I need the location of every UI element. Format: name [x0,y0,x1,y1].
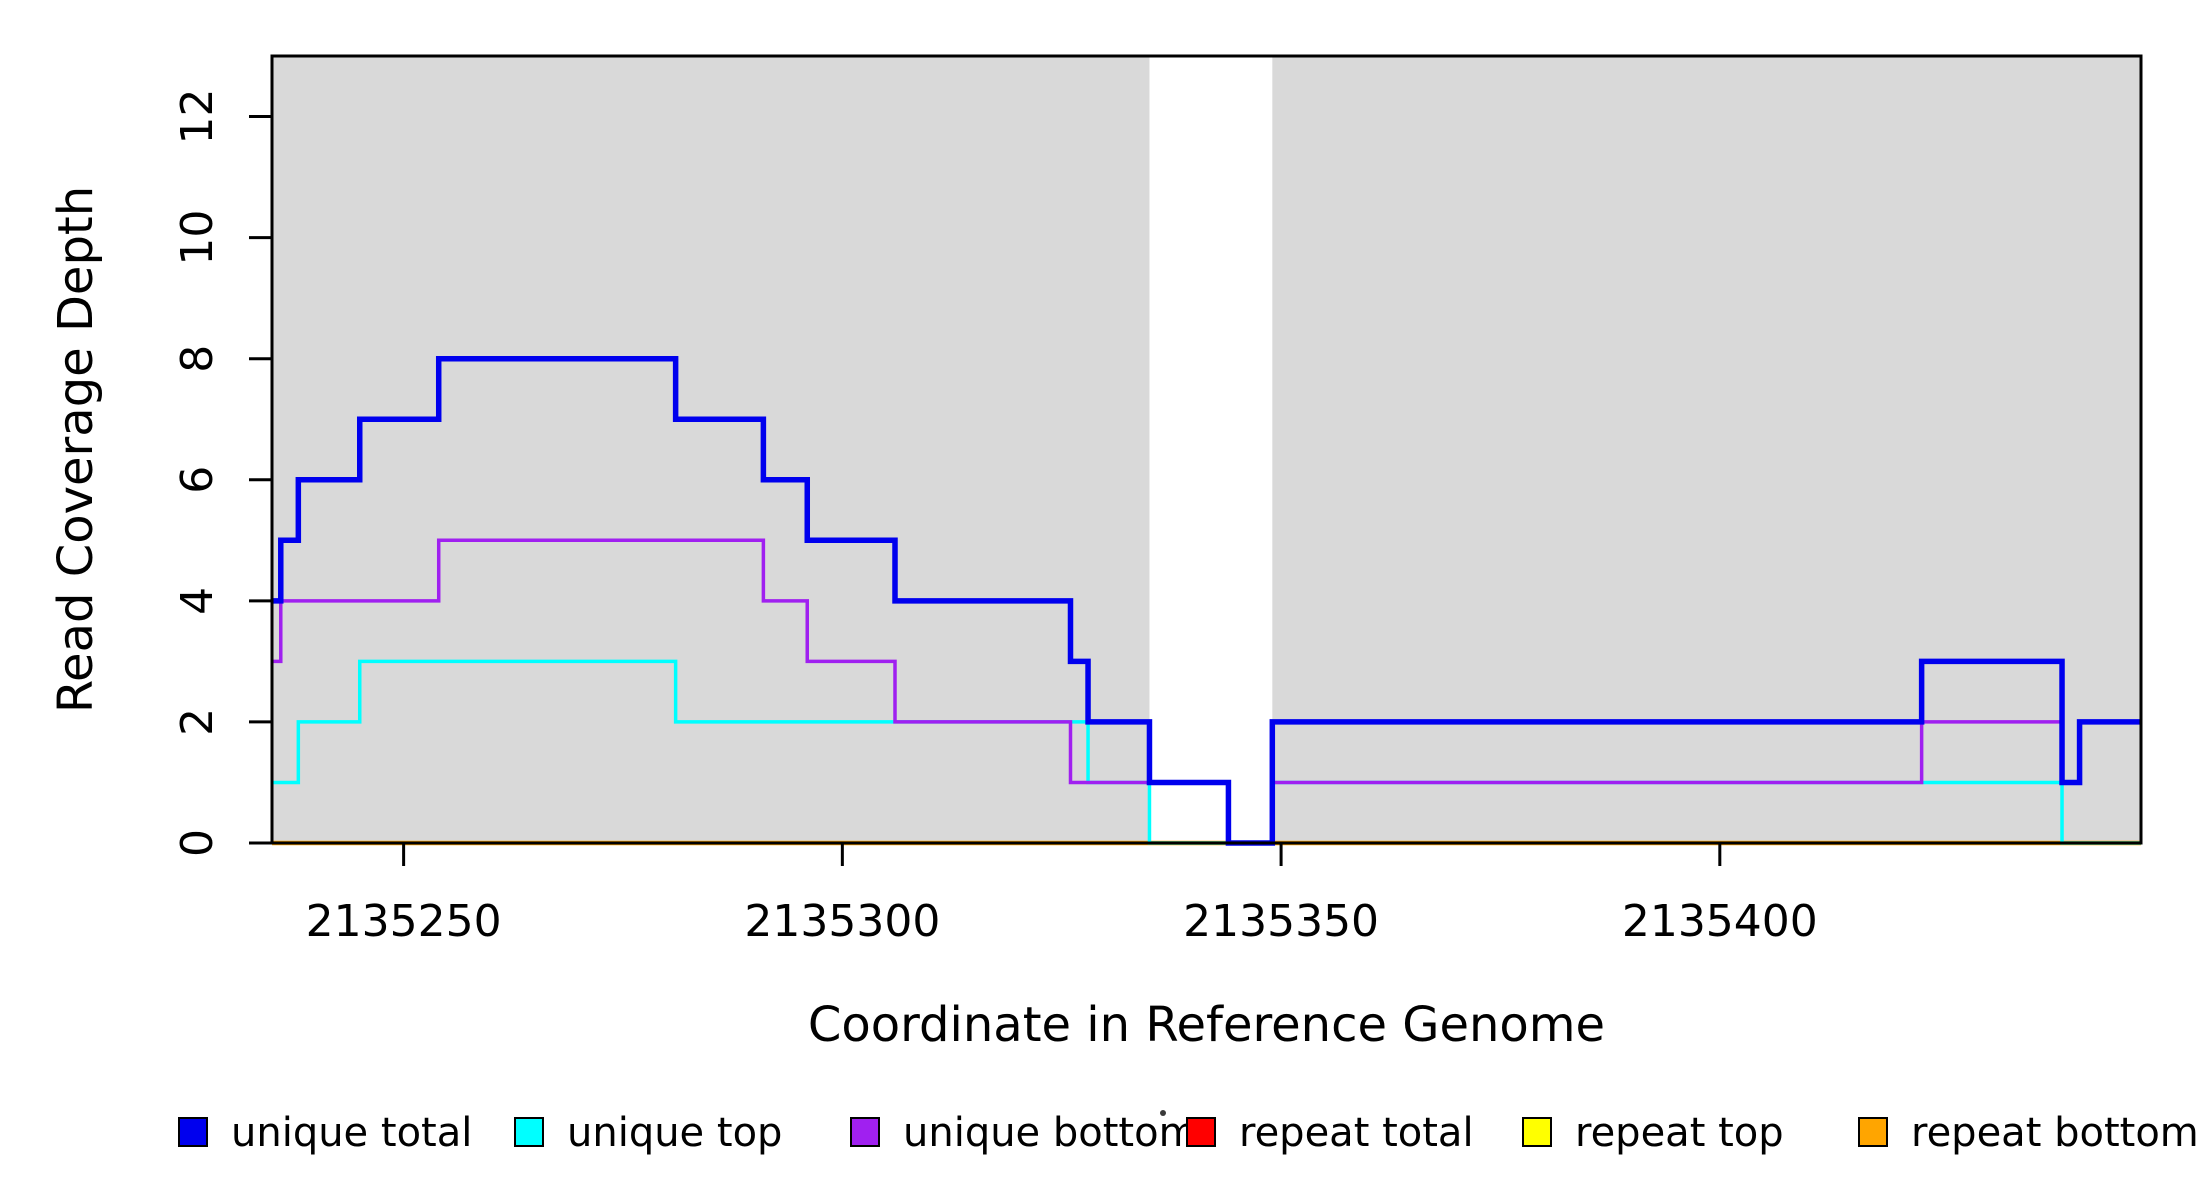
legend-swatch-repeat-top [1522,1117,1552,1147]
x-axis-title: Coordinate in Reference Genome [808,997,1605,1053]
legend-swatch-repeat-bottom [1858,1117,1888,1147]
legend-label-repeat-bottom: repeat bottom [1911,1110,2199,1156]
x-tick-label: 2135300 [744,896,940,947]
legend-label-unique-top: unique top [567,1110,782,1156]
y-tick-label: 0 [172,829,223,857]
y-tick-label: 4 [172,587,223,615]
legend-label-unique-total: unique total [231,1110,472,1156]
series-line-unique-total [272,355,2141,846]
legend-swatch-unique-total [178,1117,208,1147]
plot-box [270,54,2143,845]
legend-label-unique-bottom: unique bottom [903,1110,1198,1156]
y-axis-title: Read Coverage Depth [48,186,104,713]
y-tick-label: 6 [172,466,223,494]
y-tick-label: 8 [172,345,223,373]
legend-label-repeat-total: repeat total [1239,1110,1474,1156]
x-tick-label: 2135400 [1622,896,1818,947]
legend-swatch-unique-bottom [850,1117,880,1147]
x-tick-label: 2135350 [1183,896,1379,947]
y-tick-label: 2 [172,708,223,736]
annotation-band-1 [1272,56,2141,843]
legend-swatch-unique-top [514,1117,544,1147]
y-tick-label: 10 [172,210,223,266]
x-tick-label: 2135250 [306,896,502,947]
stray-dot [1160,1110,1166,1116]
y-tick-label: 12 [172,89,223,145]
legend-swatch-repeat-total [1186,1117,1216,1147]
legend-label-repeat-top: repeat top [1575,1110,1784,1156]
annotation-band-0 [272,56,1150,843]
